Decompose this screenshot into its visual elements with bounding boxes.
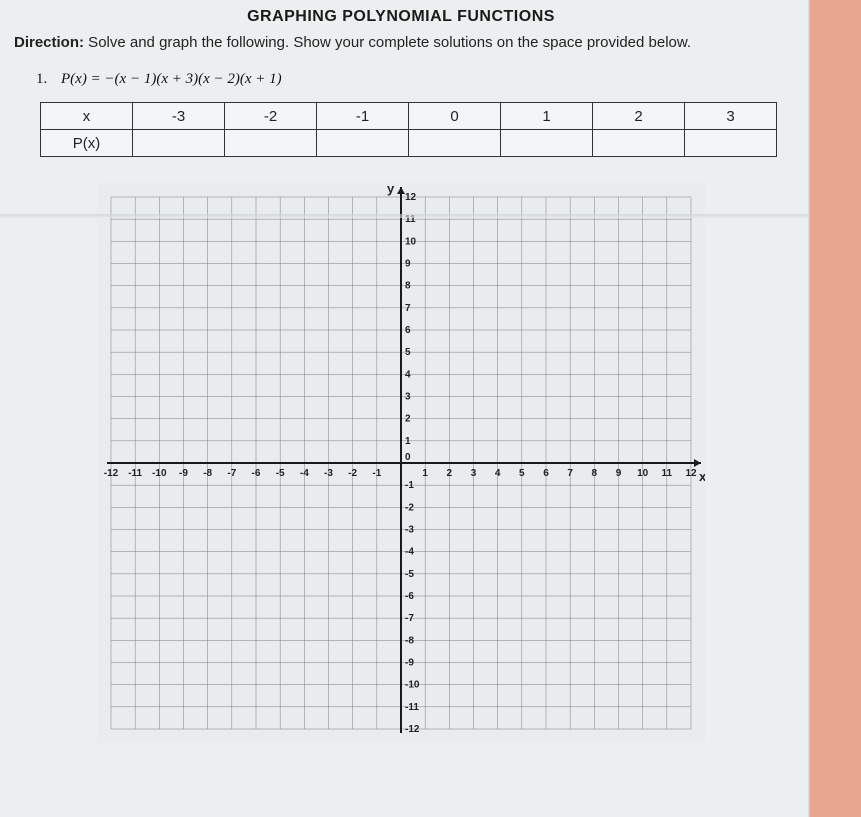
svg-text:7: 7	[405, 303, 411, 314]
table-cell: 0	[409, 103, 501, 130]
svg-text:-7: -7	[405, 613, 414, 624]
svg-text:0: 0	[405, 452, 411, 463]
direction-text: Direction: Solve and graph the following…	[14, 32, 788, 53]
svg-text:-10: -10	[152, 468, 167, 479]
svg-text:-9: -9	[179, 468, 188, 479]
svg-text:10: 10	[637, 468, 649, 479]
table-cell: 1	[501, 103, 593, 130]
table-cell: 2	[593, 103, 685, 130]
table-cell: -2	[225, 103, 317, 130]
svg-text:x: x	[699, 469, 705, 484]
svg-text:-10: -10	[405, 680, 420, 691]
svg-text:11: 11	[662, 468, 673, 479]
table-cell	[225, 130, 317, 157]
svg-text:4: 4	[495, 468, 501, 479]
svg-text:12: 12	[405, 192, 417, 203]
svg-text:3: 3	[405, 392, 411, 403]
svg-text:-6: -6	[252, 468, 261, 479]
svg-text:6: 6	[543, 468, 549, 479]
table-cell	[685, 130, 777, 157]
svg-text:-4: -4	[405, 547, 414, 558]
table-cell: -1	[317, 103, 409, 130]
svg-text:5: 5	[405, 347, 411, 358]
table-cell	[593, 130, 685, 157]
direction-label: Direction:	[14, 34, 84, 51]
svg-text:-11: -11	[128, 468, 142, 479]
svg-text:8: 8	[405, 281, 411, 292]
paper-fold-line	[0, 214, 808, 218]
table-cell: 3	[685, 103, 777, 130]
svg-text:9: 9	[405, 259, 411, 270]
svg-text:-6: -6	[405, 591, 414, 602]
svg-text:-4: -4	[300, 468, 309, 479]
svg-text:2: 2	[405, 414, 411, 425]
svg-text:1: 1	[422, 468, 428, 479]
svg-text:-1: -1	[405, 480, 414, 491]
svg-text:-11: -11	[405, 702, 419, 713]
svg-text:6: 6	[405, 325, 411, 336]
svg-text:5: 5	[519, 468, 525, 479]
svg-text:-8: -8	[203, 468, 212, 479]
table-header-px: P(x)	[41, 130, 133, 157]
svg-text:-12: -12	[104, 468, 119, 479]
svg-text:3: 3	[471, 468, 477, 479]
table-row: P(x)	[41, 130, 777, 157]
svg-text:y: y	[387, 183, 395, 196]
svg-text:8: 8	[592, 468, 598, 479]
problem-1: 1. P(x) = −(x − 1)(x + 3)(x − 2)(x + 1)	[36, 71, 788, 88]
table-cell	[317, 130, 409, 157]
direction-body: Solve and graph the following. Show your…	[84, 34, 691, 51]
svg-text:4: 4	[405, 369, 411, 380]
svg-text:12: 12	[685, 468, 697, 479]
svg-text:10: 10	[405, 236, 417, 247]
svg-text:1: 1	[405, 436, 411, 447]
svg-text:-5: -5	[405, 569, 414, 580]
svg-text:-8: -8	[405, 635, 414, 646]
svg-text:2: 2	[447, 468, 453, 479]
svg-text:-2: -2	[348, 468, 357, 479]
svg-text:-2: -2	[405, 502, 414, 513]
svg-text:-7: -7	[227, 468, 236, 479]
table-cell: -3	[133, 103, 225, 130]
svg-text:7: 7	[567, 468, 573, 479]
value-table: x -3 -2 -1 0 1 2 3 P(x)	[40, 102, 777, 157]
problem-number: 1.	[36, 71, 47, 87]
problem-equation: P(x) = −(x − 1)(x + 3)(x − 2)(x + 1)	[61, 71, 282, 87]
table-cell	[409, 130, 501, 157]
table-cell	[501, 130, 593, 157]
svg-text:-12: -12	[405, 724, 420, 735]
svg-text:9: 9	[616, 468, 622, 479]
table-cell	[133, 130, 225, 157]
svg-text:-9: -9	[405, 658, 414, 669]
table-row: x -3 -2 -1 0 1 2 3	[41, 103, 777, 130]
page-title: GRAPHING POLYNOMIAL FUNCTIONS	[14, 8, 788, 26]
svg-text:-1: -1	[372, 468, 381, 479]
cartesian-graph: xy0-12-11-10-8-9-7-6-5-4-3-2-11234567891…	[97, 183, 705, 743]
svg-text:-5: -5	[276, 468, 285, 479]
svg-text:-3: -3	[405, 525, 414, 536]
svg-text:-3: -3	[324, 468, 333, 479]
table-header-x: x	[41, 103, 133, 130]
